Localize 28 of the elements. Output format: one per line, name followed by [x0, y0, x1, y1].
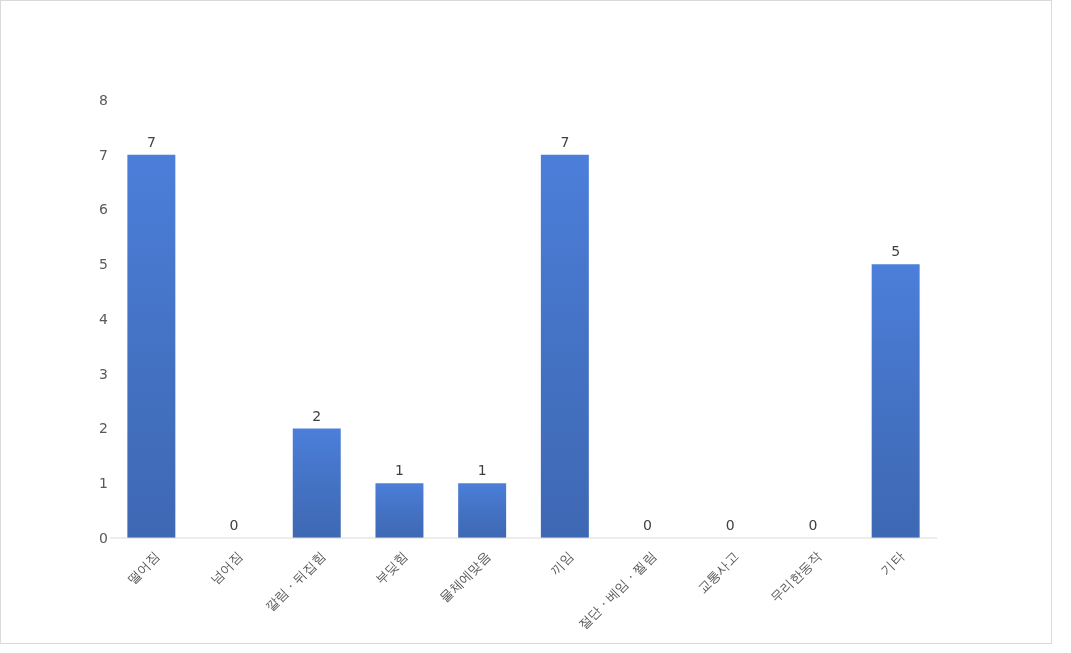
data-label: 0 — [808, 517, 818, 533]
x-tick-label: 끼임 — [547, 548, 577, 578]
y-tick-label: 7 — [99, 146, 108, 163]
data-label: 2 — [312, 407, 322, 424]
data-label: 1 — [394, 462, 404, 479]
y-tick-label: 8 — [99, 91, 108, 108]
bar — [127, 154, 176, 538]
data-label: 5 — [891, 243, 901, 260]
data-label: 0 — [725, 517, 735, 533]
y-tick-label: 2 — [99, 420, 108, 437]
bar — [292, 428, 341, 538]
y-tick-label: 3 — [99, 365, 108, 382]
data-label: 0 — [229, 517, 239, 533]
data-label: 7 — [560, 133, 570, 150]
x-tick-label: 기타 — [878, 548, 907, 578]
y-tick-label: 5 — [99, 256, 108, 273]
bar — [375, 483, 424, 538]
data-label: 7 — [146, 133, 156, 150]
bar — [458, 483, 507, 538]
y-tick-label: 1 — [99, 475, 108, 492]
data-label: 0 — [643, 517, 653, 533]
x-tick-label: 절단 · 베임 · 찔림 — [575, 548, 659, 633]
data-label: 1 — [477, 462, 487, 479]
bar — [540, 154, 589, 538]
y-tick-label: 4 — [99, 310, 109, 327]
y-tick-label: 6 — [99, 201, 109, 218]
y-tick-label: 0 — [99, 529, 108, 546]
bar — [871, 264, 920, 538]
